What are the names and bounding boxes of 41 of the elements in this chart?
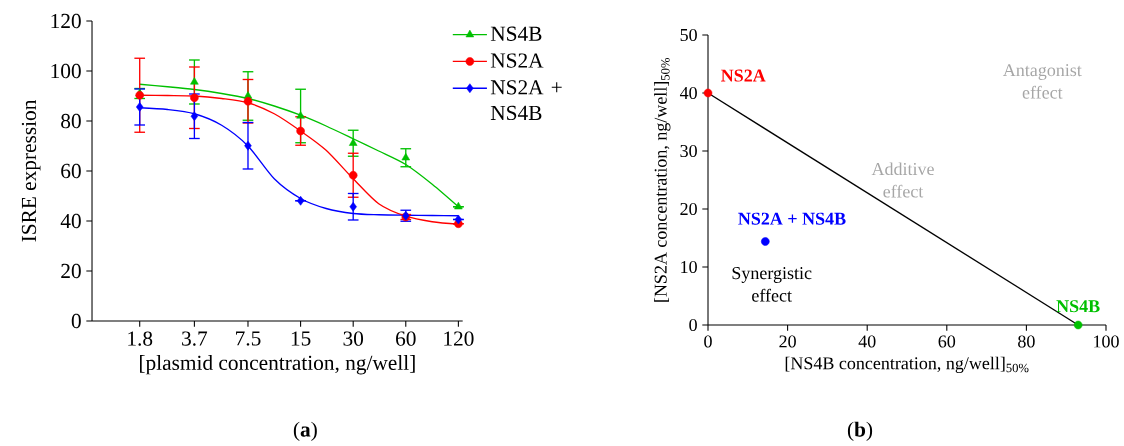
y-tick-label: 40 bbox=[60, 213, 81, 229]
y-axis-title: ISRE expression bbox=[21, 99, 41, 242]
series-label: NS2A bbox=[721, 69, 766, 82]
x-tick-label: 20 bbox=[779, 335, 796, 348]
x-tick-label: 15 bbox=[291, 331, 311, 346]
x-tick-label: 40 bbox=[858, 335, 876, 348]
annotation: Synergistic effect bbox=[732, 267, 812, 302]
y-tick-label: 80 bbox=[61, 113, 81, 129]
x-tick-label: 80 bbox=[1018, 335, 1035, 348]
y-tick-label: 60 bbox=[61, 163, 81, 179]
text: (a) bbox=[293, 421, 317, 441]
y-tick-label: 30 bbox=[680, 144, 697, 158]
legend-label: NS2A + NS4B bbox=[490, 80, 562, 121]
legend-label: NS2A bbox=[490, 53, 544, 68]
x-tick-label: 3.7 bbox=[182, 331, 208, 346]
x-axis-title: [NS4B concentration, ng/well]$_{50%}$ bbox=[785, 356, 1029, 374]
series-label: NS4B bbox=[1056, 300, 1100, 313]
y-tick-label: 0 bbox=[689, 318, 697, 332]
x-tick-label: 30 bbox=[343, 331, 364, 346]
x-tick-label: 120 bbox=[444, 331, 474, 346]
y-axis-title: [NS2A concentration, ng/well]$_{50%}$ bbox=[654, 57, 671, 302]
y-tick-label: 0 bbox=[71, 313, 81, 329]
x-axis-title: [plasmid concentration, ng/well] bbox=[140, 355, 415, 375]
series-label: NS2A + NS4B bbox=[738, 212, 846, 225]
x-tick-label: 60 bbox=[396, 331, 416, 346]
legend-label: NS4B bbox=[490, 26, 542, 41]
y-tick-label: 120 bbox=[51, 13, 81, 29]
annotation: Additive effect bbox=[871, 162, 934, 198]
y-tick-label: 20 bbox=[61, 263, 81, 279]
y-tick-label: 20 bbox=[680, 202, 697, 216]
y-tick-label: 10 bbox=[681, 260, 697, 274]
y-tick-label: 100 bbox=[51, 63, 81, 79]
annotation: Antagonist effect bbox=[1002, 64, 1082, 99]
x-tick-label: 0 bbox=[704, 335, 712, 348]
y-tick-label: 50 bbox=[680, 28, 697, 42]
y-tick-label: 40 bbox=[679, 86, 697, 100]
x-tick-label: 7.5 bbox=[236, 331, 261, 346]
text: (b) bbox=[847, 421, 873, 441]
x-tick-label: 60 bbox=[938, 335, 956, 348]
x-tick-label: 100 bbox=[1094, 335, 1119, 348]
x-tick-label: 1.8 bbox=[128, 331, 153, 346]
